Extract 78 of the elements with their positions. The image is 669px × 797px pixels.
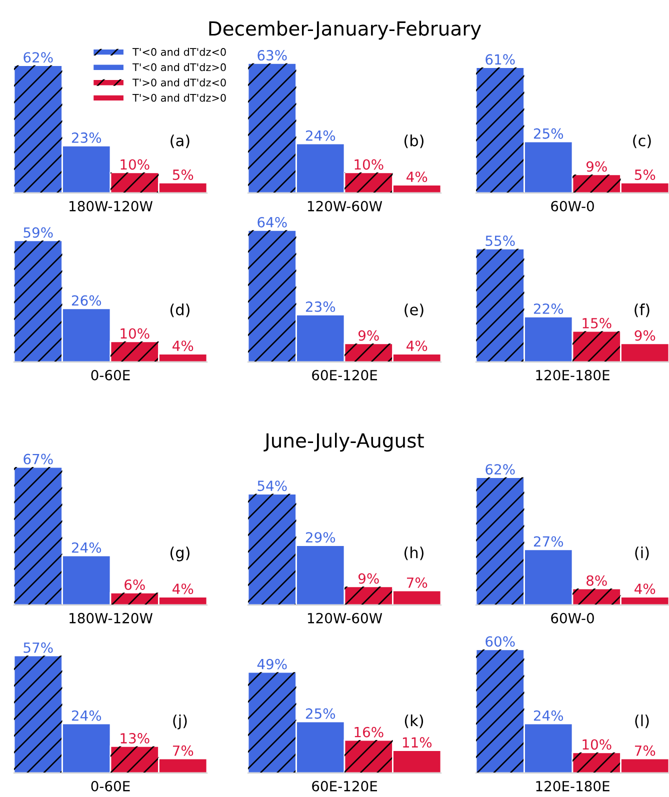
- data-label: 10%: [354, 159, 384, 170]
- data-label: 9%: [358, 330, 379, 341]
- data-label: 9%: [586, 161, 607, 172]
- annotation: (c): [633, 134, 651, 148]
- data-label: 7%: [635, 745, 656, 756]
- data-label: 9%: [358, 573, 379, 584]
- data-label: 63%: [258, 50, 287, 61]
- data-label: 64%: [258, 216, 287, 228]
- data-label: 10%: [582, 739, 612, 750]
- x-axis-title: 60W-0: [551, 612, 594, 624]
- data-label: 24%: [72, 710, 102, 721]
- data-label: 11%: [402, 737, 432, 748]
- x-axis-title: 180W-120W: [70, 200, 153, 212]
- data-label: 62%: [24, 52, 53, 63]
- data-label: 29%: [306, 532, 336, 543]
- legend-label: T'>0 and dT'dz>0: [132, 94, 226, 102]
- chart-title: December-January-February: [209, 20, 482, 40]
- data-label: 24%: [306, 130, 336, 141]
- annotation: (k): [404, 714, 424, 728]
- annotation: (e): [404, 304, 424, 318]
- x-axis-title: 60E-120E: [312, 370, 377, 380]
- data-label: 23%: [72, 132, 102, 143]
- data-label: 4%: [172, 584, 194, 594]
- data-label: 13%: [120, 733, 150, 744]
- data-label: 4%: [634, 584, 656, 594]
- data-label: 7%: [173, 745, 194, 756]
- data-label: 26%: [72, 295, 102, 306]
- data-label: 62%: [486, 464, 515, 475]
- data-label: 25%: [306, 708, 336, 719]
- data-label: 7%: [407, 577, 428, 588]
- annotation: (l): [635, 714, 649, 728]
- annotation: (j): [173, 714, 187, 730]
- annotation: (a): [170, 134, 190, 148]
- data-label: 27%: [534, 536, 564, 547]
- data-label: 57%: [24, 642, 53, 653]
- data-label: 4%: [172, 340, 194, 352]
- data-label: 16%: [354, 726, 384, 738]
- annotation: (f): [634, 304, 650, 318]
- data-label: 67%: [24, 454, 53, 464]
- x-axis-title: 0-60E: [91, 780, 130, 792]
- data-label: 4%: [406, 340, 428, 352]
- data-label: 8%: [586, 575, 607, 586]
- x-axis-title: 120W-60W: [308, 612, 382, 624]
- annotation: (i): [635, 546, 649, 560]
- data-label: 61%: [486, 54, 515, 65]
- data-label: 24%: [72, 542, 102, 553]
- data-label: 5%: [634, 170, 656, 180]
- data-label: 24%: [534, 710, 564, 721]
- x-axis-title: 120W-60W: [308, 200, 382, 212]
- legend-label: T'<0 and dT'dz>0: [132, 63, 226, 72]
- x-axis-title: 0-60E: [91, 370, 130, 380]
- annotation: (h): [404, 546, 424, 560]
- x-axis-title: 120E-180E: [536, 780, 610, 792]
- data-label: 9%: [634, 330, 656, 341]
- annotation: (b): [404, 134, 424, 148]
- x-axis-title: 60W-0: [551, 200, 594, 212]
- data-label: 55%: [486, 236, 515, 246]
- data-label: 60%: [486, 636, 515, 647]
- legend-label: T'>0 and dT'dz<0: [132, 78, 226, 86]
- data-label: 10%: [120, 328, 150, 339]
- legend-label: T'<0 and dT'dz<0: [132, 48, 226, 56]
- data-label: 25%: [534, 128, 564, 139]
- data-label: 10%: [120, 159, 150, 170]
- data-label: 6%: [124, 579, 145, 590]
- x-axis-title: 120E-180E: [536, 370, 610, 380]
- data-label: 15%: [582, 318, 612, 328]
- data-label: 22%: [534, 303, 564, 314]
- annotation: (g): [170, 546, 190, 562]
- data-label: 49%: [257, 658, 287, 670]
- x-axis-title: 180W-120W: [70, 612, 153, 624]
- x-axis-title: 60E-120E: [312, 780, 377, 792]
- data-label: 54%: [258, 480, 287, 492]
- chart-title: June-July-August: [264, 432, 424, 452]
- annotation: (d): [170, 304, 190, 318]
- data-label: 23%: [306, 301, 336, 312]
- data-label: 59%: [24, 227, 53, 238]
- data-label: 5%: [172, 170, 194, 180]
- data-label: 4%: [406, 172, 428, 182]
